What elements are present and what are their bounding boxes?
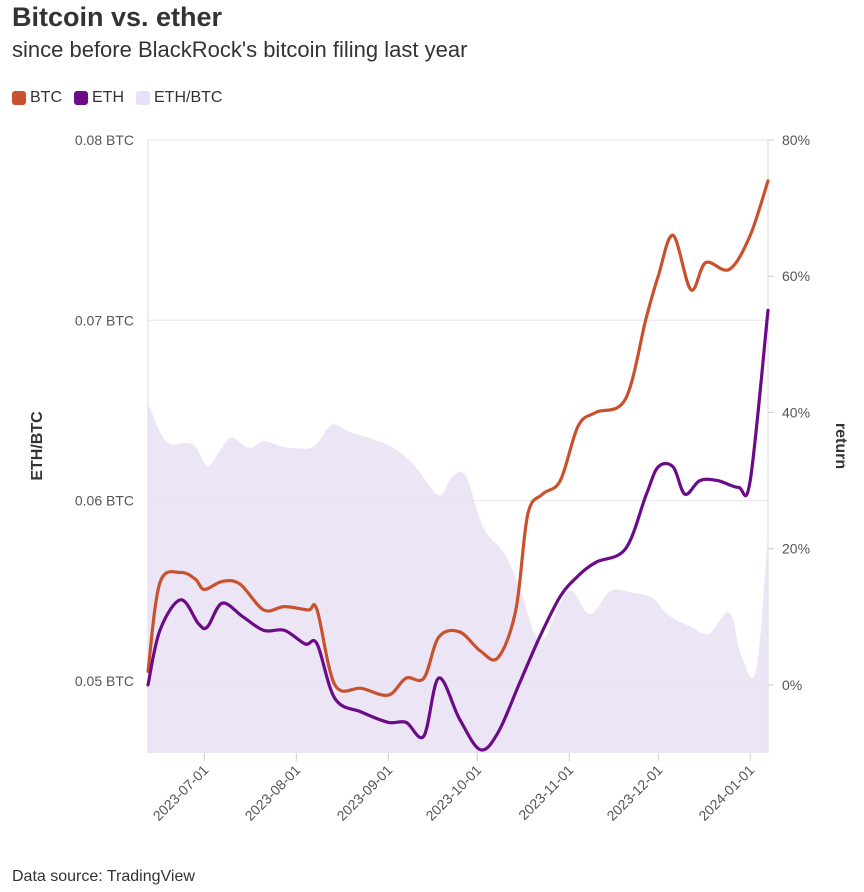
x-tick-label: 2023-10-01: [422, 762, 484, 824]
y-right-tick-label: 20%: [782, 541, 810, 557]
x-tick-label: 2023-12-01: [603, 762, 665, 824]
legend-label-eth: ETH: [92, 89, 124, 106]
y-left-tick-label: 0.06 BTC: [75, 493, 134, 509]
y-axis-right-title: return: [832, 423, 849, 469]
series-line-btc: [146, 179, 770, 697]
x-tick-label: 2023-09-01: [333, 762, 395, 824]
y-left-tick-label: 0.07 BTC: [75, 312, 134, 328]
y-left-tick-label: 0.08 BTC: [75, 132, 134, 148]
y-right-tick-label: 0%: [782, 677, 802, 693]
y-right-tick-label: 40%: [782, 404, 810, 420]
y-right-tick-label: 80%: [782, 132, 810, 148]
legend-item-ethbtc[interactable]: ETH/BTC: [136, 89, 222, 107]
legend-item-btc[interactable]: BTC: [12, 89, 62, 107]
x-tick-label: 2023-07-01: [150, 762, 212, 824]
y-right-tick-label: 60%: [782, 268, 810, 284]
chart-subtitle: since before BlackRock's bitcoin filing …: [12, 37, 468, 62]
legend-swatch-btc: [12, 91, 26, 105]
x-tick-label: 2023-11-01: [515, 762, 576, 823]
legend: BTC ETH ETH/BTC: [12, 89, 222, 107]
legend-swatch-eth: [74, 91, 88, 105]
x-tick-label: 2024-01-01: [695, 762, 757, 824]
data-source: Data source: TradingView: [12, 868, 195, 885]
legend-swatch-ethbtc: [136, 91, 150, 105]
y-left-tick-label: 0.05 BTC: [75, 673, 134, 689]
series-area-ethbtc: [148, 403, 768, 753]
legend-label-ethbtc: ETH/BTC: [154, 89, 223, 106]
chart-title: Bitcoin vs. ether: [12, 2, 223, 32]
y-axis-left-title: ETH/BTC: [29, 411, 46, 481]
series-line-eth: [146, 308, 770, 752]
x-tick-label: 2023-08-01: [241, 762, 303, 824]
legend-label-btc: BTC: [30, 89, 62, 106]
legend-item-eth[interactable]: ETH: [74, 89, 124, 107]
